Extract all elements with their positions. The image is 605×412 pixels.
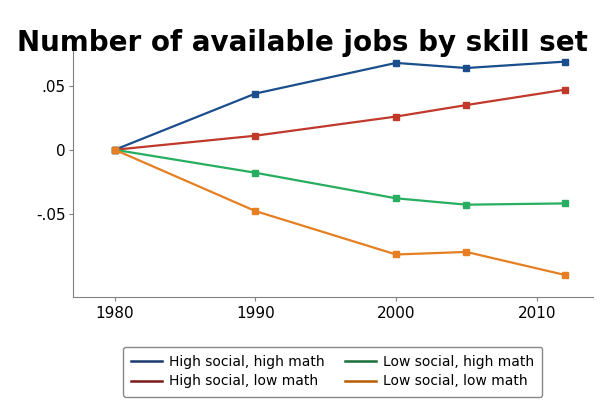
Text: Number of available jobs by skill set: Number of available jobs by skill set <box>17 29 588 57</box>
Legend: High social, high math, High social, low math, Low social, high math, Low social: High social, high math, High social, low… <box>123 346 542 397</box>
